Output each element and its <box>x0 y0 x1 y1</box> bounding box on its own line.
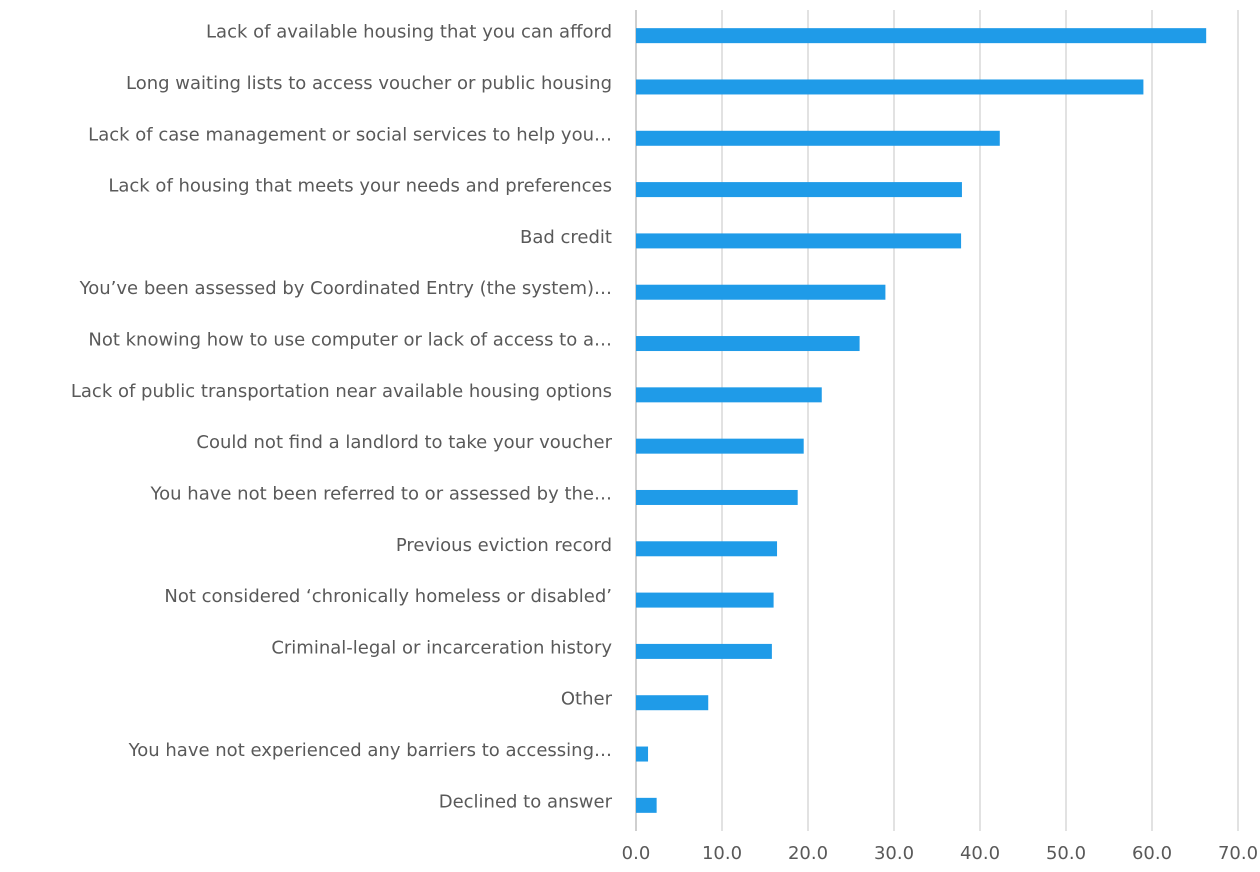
bar <box>636 746 649 762</box>
x-tick-label: 50.0 <box>1046 843 1086 864</box>
bar <box>636 797 657 813</box>
bar <box>636 438 804 454</box>
bar <box>636 28 1207 44</box>
y-tick-label: Lack of housing that meets your needs an… <box>108 176 612 197</box>
y-tick-label: Criminal-legal or incarceration history <box>271 637 612 658</box>
x-tick-label: 20.0 <box>788 843 828 864</box>
y-tick-label: Could not find a landlord to take your v… <box>196 432 612 453</box>
bar <box>636 541 778 557</box>
x-tick-label: 40.0 <box>960 843 1000 864</box>
y-tick-label: Other <box>561 689 613 710</box>
bar <box>636 695 709 711</box>
y-tick-label: You have not been referred to or assesse… <box>150 483 612 504</box>
y-tick-label: Lack of available housing that you can a… <box>206 22 612 43</box>
y-tick-label: Previous eviction record <box>396 535 612 556</box>
bar <box>636 336 860 352</box>
y-tick-label: Declined to answer <box>439 791 613 812</box>
x-tick-label: 60.0 <box>1132 843 1172 864</box>
bar <box>636 182 962 198</box>
bar <box>636 643 772 659</box>
y-tick-label: Bad credit <box>520 227 612 248</box>
bar <box>636 233 962 249</box>
x-tick-label: 10.0 <box>702 843 742 864</box>
y-tick-label: Lack of case management or social servic… <box>88 124 612 145</box>
x-tick-label: 30.0 <box>874 843 914 864</box>
bar <box>636 592 774 608</box>
x-tick-label: 70.0 <box>1218 843 1258 864</box>
bar <box>636 489 798 505</box>
y-tick-label: You’ve been assessed by Coordinated Entr… <box>79 278 612 299</box>
bar <box>636 284 886 300</box>
y-tick-label: Not considered ‘chronically homeless or … <box>164 586 612 607</box>
bar <box>636 387 822 403</box>
bar <box>636 79 1144 95</box>
y-tick-label: Not knowing how to use computer or lack … <box>88 330 612 351</box>
y-tick-label: Long waiting lists to access voucher or … <box>126 73 612 94</box>
y-tick-label: Lack of public transportation near avail… <box>71 381 612 402</box>
x-tick-label: 0.0 <box>622 843 651 864</box>
y-tick-label: You have not experienced any barriers to… <box>128 740 612 761</box>
bar <box>636 130 1000 146</box>
